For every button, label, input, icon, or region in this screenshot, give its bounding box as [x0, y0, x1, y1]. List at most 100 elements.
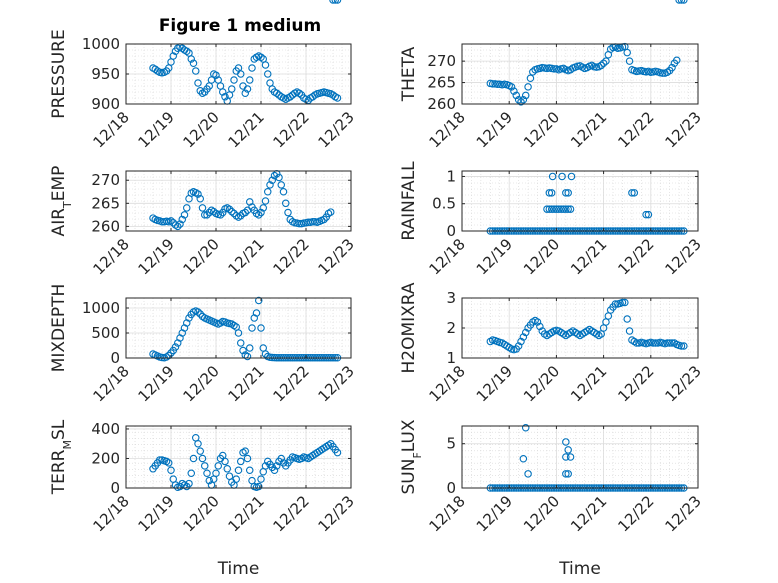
data-point [333, 448, 342, 457]
data-point [548, 172, 557, 181]
y-tick-label: 3 [446, 289, 456, 307]
data-point [203, 469, 211, 477]
data-point [611, 300, 620, 308]
data-point [237, 70, 245, 78]
axes-frame [125, 170, 352, 232]
data-point [536, 322, 544, 331]
data-point [519, 455, 528, 463]
y-axis-label: PRESSURE [49, 29, 69, 118]
data-point [517, 98, 525, 106]
data-point [507, 83, 516, 91]
data-point [514, 95, 523, 104]
figure-title: Figure 1 medium [159, 16, 321, 36]
data-point [649, 339, 657, 347]
data-point [167, 466, 175, 475]
data-point [180, 211, 189, 219]
axes-frame [125, 297, 352, 359]
y-tick-label: 950 [91, 65, 120, 83]
data-point [263, 70, 272, 78]
data-point [333, 94, 342, 102]
data-point [194, 79, 202, 87]
data-point [176, 220, 184, 228]
y-tick-label: 0 [110, 349, 120, 367]
data-point [257, 324, 265, 332]
data-point [331, 0, 339, 4]
y-axis-label-part: MIXDEPTH [49, 284, 69, 373]
y-axis-label-part: EMP [49, 166, 69, 202]
y-axis-label-part: M [61, 440, 74, 450]
data-point [196, 310, 205, 318]
data-point [189, 454, 198, 463]
data-point [545, 205, 554, 213]
data-point [241, 447, 250, 455]
y-axis-label-part: LUX [399, 419, 419, 452]
data-point [221, 457, 229, 466]
y-axis-label-part: TERR [49, 449, 69, 495]
data-point [517, 337, 525, 346]
data-point [230, 209, 238, 218]
y-axis-label: H2OMIXRA [399, 282, 419, 373]
data-point [185, 479, 193, 488]
data-point [257, 475, 265, 483]
data-point [564, 446, 572, 454]
data-point [230, 76, 238, 84]
subplot-grid: 12/18 12/19 12/20 12/21 12/22 12/239009501000… [49, 0, 705, 579]
data-point [241, 208, 250, 217]
y-axis-label: THETA [399, 46, 419, 102]
y-tick-label: 5 [446, 435, 456, 453]
data-point [252, 309, 261, 317]
data-point [183, 47, 191, 55]
y-tick-label: 260 [91, 217, 120, 235]
y-tick-label: 200 [91, 449, 120, 467]
data-point [255, 211, 263, 219]
data-point [329, 0, 337, 4]
data-point [618, 298, 627, 307]
data-point [194, 190, 202, 198]
y-tick-label: 400 [91, 420, 120, 438]
data-point [212, 71, 220, 79]
data-point [326, 208, 335, 216]
data-point [196, 194, 205, 203]
data-point [621, 298, 629, 307]
y-axis-label-part: SUN [399, 459, 419, 495]
data-point [562, 189, 570, 197]
data-point [243, 352, 252, 361]
data-point [178, 215, 187, 224]
data-point [189, 59, 198, 67]
y-axis-label-part: SL [49, 419, 69, 440]
data-point [625, 57, 634, 65]
data-point [524, 470, 532, 478]
data-point [198, 454, 207, 463]
y-tick-label: 900 [91, 95, 120, 113]
data-point [257, 53, 265, 61]
y-tick-label: 0 [110, 479, 120, 497]
data-point [333, 0, 342, 4]
data-point [156, 456, 164, 464]
data-point [241, 89, 250, 97]
data-point [550, 65, 558, 73]
data-point [562, 453, 570, 461]
data-point [272, 89, 281, 97]
data-point [203, 211, 211, 219]
y-tick-label: 0 [446, 222, 456, 240]
y-axis-label-part: T [61, 201, 74, 209]
data-point [201, 211, 209, 219]
y-axis-label-part: PRESSURE [49, 29, 69, 118]
data-point [545, 189, 554, 197]
data-point [564, 470, 572, 478]
data-point [566, 205, 575, 213]
data-point [277, 454, 285, 463]
data-point [547, 189, 556, 197]
data-point [644, 210, 653, 219]
data-point [243, 454, 252, 463]
y-axis-label: TERRMSL [49, 419, 74, 495]
data-point [564, 189, 572, 197]
data-point [668, 339, 676, 347]
data-point [237, 339, 245, 347]
data-point [261, 197, 270, 205]
data-point [169, 52, 178, 60]
data-point [521, 91, 530, 100]
data-point [562, 470, 570, 478]
data-point [559, 205, 568, 213]
data-point [543, 205, 551, 213]
